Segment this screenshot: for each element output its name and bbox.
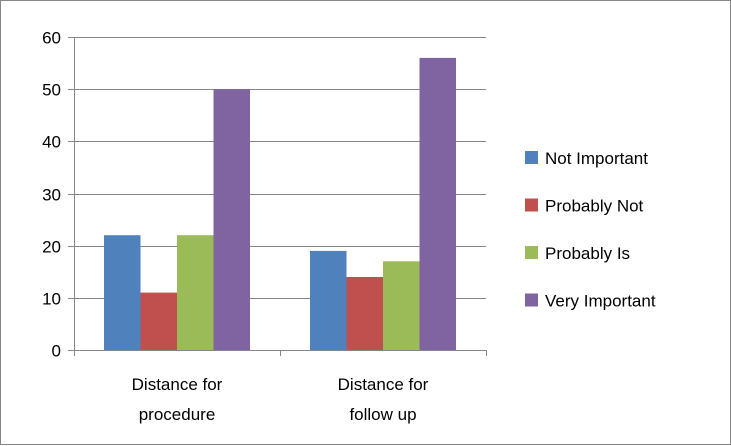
legend-label: Probably Not xyxy=(545,197,644,216)
bar xyxy=(346,277,383,350)
legend-label: Not Important xyxy=(545,149,648,168)
bar xyxy=(310,250,347,350)
bars xyxy=(104,57,456,351)
y-tick-label: 60 xyxy=(42,29,61,48)
legend-swatch xyxy=(525,246,538,259)
bar xyxy=(383,261,420,350)
x-category-label: Distance for xyxy=(338,375,429,394)
bar xyxy=(419,57,456,351)
bar xyxy=(104,235,141,350)
bar xyxy=(140,292,177,350)
bar xyxy=(177,235,214,350)
y-tick-label: 0 xyxy=(52,342,61,361)
y-tick-label: 30 xyxy=(42,186,61,205)
axes: 0 10 20 30 40 50 60 Distance for procedure Distan… xyxy=(42,29,487,424)
legend: Not Important Probably Not Probably Is Very… xyxy=(525,149,656,311)
x-category-label: Distance for xyxy=(132,375,223,394)
legend-swatch xyxy=(525,293,538,307)
bar xyxy=(213,89,250,350)
y-tick-label: 40 xyxy=(42,133,61,152)
y-tick-label: 50 xyxy=(42,81,61,100)
y-tick-label: 20 xyxy=(42,238,61,257)
legend-swatch xyxy=(525,198,538,212)
x-category-label: procedure xyxy=(139,405,216,424)
legend-swatch xyxy=(525,151,538,164)
legend-label: Very Important xyxy=(545,292,656,311)
x-category-label: follow up xyxy=(349,405,416,424)
legend-label: Probably Is xyxy=(545,244,630,263)
y-tick-label: 10 xyxy=(42,290,61,309)
